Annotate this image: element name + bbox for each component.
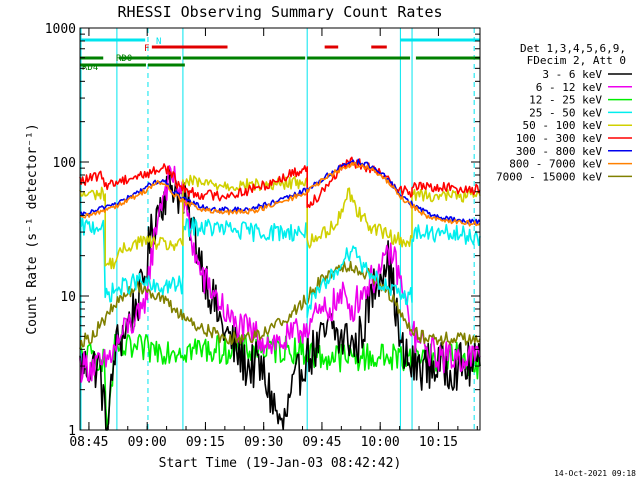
- series-line-8: [79, 260, 481, 350]
- x-tick-label-2: 09:15: [186, 435, 225, 450]
- x-tick-label-1: 09:00: [128, 435, 167, 450]
- status-bar-label-rd4: RD4: [82, 63, 98, 73]
- legend-label-1: 6 - 12 keV: [536, 81, 603, 94]
- x-tick-label-3: 09:30: [244, 435, 283, 450]
- legend-item-4: 50 - 100 keV: [523, 119, 632, 132]
- x-tick-label-5: 10:00: [361, 435, 400, 450]
- legend-header-line-1: Det 1,3,4,5,6,9,: [520, 42, 626, 55]
- legend-item-5: 100 - 300 keV: [516, 132, 632, 145]
- x-tick-label-0: 08:45: [69, 435, 108, 450]
- status-bar-label-f: F: [144, 44, 149, 54]
- series-line-0: [79, 167, 481, 431]
- legend-label-0: 3 - 6 keV: [542, 68, 602, 81]
- legend-item-8: 7000 - 15000 keV: [496, 170, 632, 183]
- y-tick-label-3: 1000: [45, 22, 76, 37]
- legend-header-line-2: FDecim 2, Att 0: [527, 54, 626, 67]
- series-line-1: [79, 165, 481, 383]
- status-bar-label-n: N: [156, 37, 161, 47]
- status-bars: NF RD0 RD4: [80, 37, 480, 73]
- axes: 08:45 09:00 09:15 09:30 09:45 10:00 10:15 1 10 10…: [45, 22, 480, 450]
- x-axis-label: Start Time (19-Jan-03 08:42:42): [159, 456, 402, 471]
- legend-label-7: 800 - 7000 keV: [509, 158, 602, 171]
- chart-title: RHESSI Observing Summary Count Rates: [117, 3, 442, 21]
- legend-item-7: 800 - 7000 keV: [509, 158, 632, 171]
- legend-item-3: 25 - 50 keV: [529, 106, 632, 119]
- legend-label-5: 100 - 300 keV: [516, 132, 602, 145]
- legend-item-2: 12 - 25 keV: [529, 94, 632, 107]
- y-axis-label: Count Rate (s⁻¹ detector⁻¹): [25, 123, 40, 334]
- status-bar-label-rd0: RD0: [116, 54, 132, 64]
- legend-label-6: 300 - 800 keV: [516, 145, 602, 158]
- legend: Det 1,3,4,5,6,9, FDecim 2, Att 0 3 - 6 k…: [496, 42, 632, 183]
- y-tick-label-0: 1: [68, 424, 76, 439]
- legend-item-1: 6 - 12 keV: [536, 81, 632, 94]
- generation-timestamp: 14-Oct-2021 09:18: [554, 469, 636, 478]
- plot-frame: [79, 27, 481, 431]
- legend-label-4: 50 - 100 keV: [523, 119, 603, 132]
- legend-label-3: 25 - 50 keV: [529, 106, 602, 119]
- legend-label-2: 12 - 25 keV: [529, 94, 602, 107]
- x-tick-label-6: 10:15: [419, 435, 458, 450]
- x-tick-label-4: 09:45: [302, 435, 341, 450]
- legend-item-0: 3 - 6 keV: [542, 68, 632, 81]
- series-layer: [79, 156, 481, 431]
- y-tick-label-1: 10: [60, 290, 76, 305]
- series-line-5: [79, 156, 481, 209]
- series-line-7: [79, 161, 481, 227]
- legend-item-6: 300 - 800 keV: [516, 145, 632, 158]
- series-line-3: [79, 217, 481, 319]
- y-tick-label-2: 100: [53, 156, 76, 171]
- legend-label-8: 7000 - 15000 keV: [496, 170, 602, 183]
